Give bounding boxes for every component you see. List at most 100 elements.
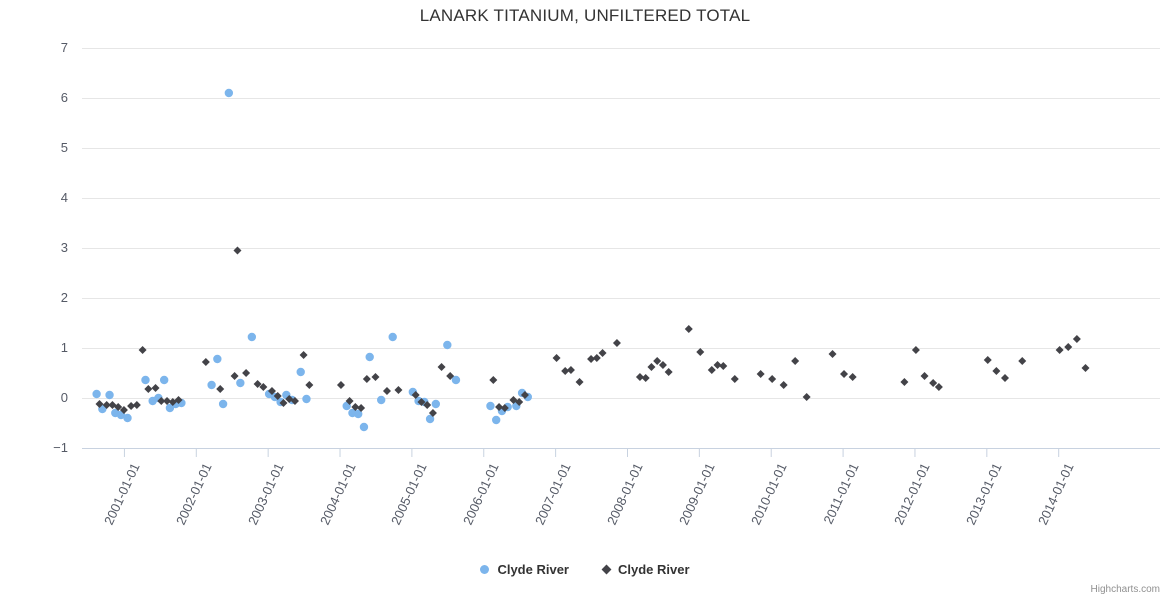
data-point[interactable] bbox=[491, 415, 501, 425]
data-point[interactable] bbox=[451, 375, 461, 385]
data-point[interactable] bbox=[730, 375, 739, 383]
data-point[interactable] bbox=[437, 363, 446, 371]
data-point[interactable] bbox=[299, 351, 308, 359]
data-point[interactable] bbox=[828, 350, 837, 358]
data-point[interactable] bbox=[296, 367, 305, 377]
data-point[interactable] bbox=[362, 375, 371, 383]
data-point[interactable] bbox=[489, 376, 498, 384]
data-point[interactable] bbox=[159, 375, 169, 385]
data-point[interactable] bbox=[92, 389, 101, 399]
data-point[interactable] bbox=[138, 346, 147, 354]
data-point[interactable] bbox=[236, 378, 245, 388]
data-point[interactable] bbox=[1055, 346, 1064, 354]
data-point[interactable] bbox=[515, 398, 524, 406]
data-point[interactable] bbox=[114, 403, 123, 411]
data-point[interactable] bbox=[696, 348, 705, 356]
data-point[interactable] bbox=[1064, 343, 1073, 351]
data-point[interactable] bbox=[431, 399, 441, 409]
data-point[interactable] bbox=[713, 361, 722, 369]
data-point[interactable] bbox=[302, 394, 311, 404]
data-point[interactable] bbox=[207, 380, 216, 390]
data-point[interactable] bbox=[174, 396, 183, 404]
data-point[interactable] bbox=[495, 403, 504, 411]
data-point[interactable] bbox=[592, 354, 601, 362]
data-point[interactable] bbox=[132, 401, 141, 409]
data-point[interactable] bbox=[934, 383, 943, 391]
data-point[interactable] bbox=[371, 373, 380, 381]
data-point[interactable] bbox=[768, 375, 777, 383]
data-point[interactable] bbox=[1081, 364, 1090, 372]
data-point[interactable] bbox=[242, 369, 251, 377]
data-point[interactable] bbox=[102, 401, 111, 409]
data-point[interactable] bbox=[394, 386, 403, 394]
data-point[interactable] bbox=[1018, 357, 1027, 365]
data-point[interactable] bbox=[351, 403, 360, 411]
data-point[interactable] bbox=[428, 409, 437, 417]
legend-item-0[interactable]: Clyde River bbox=[480, 562, 569, 577]
data-point[interactable] bbox=[520, 391, 529, 399]
data-point[interactable] bbox=[144, 385, 153, 393]
data-point[interactable] bbox=[911, 346, 920, 354]
data-point[interactable] bbox=[224, 88, 234, 98]
data-point[interactable] bbox=[377, 395, 386, 405]
data-point[interactable] bbox=[719, 362, 728, 370]
data-point[interactable] bbox=[119, 406, 128, 414]
data-point[interactable] bbox=[423, 401, 432, 409]
data-point[interactable] bbox=[443, 340, 452, 350]
data-point[interactable] bbox=[566, 366, 575, 374]
data-point[interactable] bbox=[598, 349, 607, 357]
data-point[interactable] bbox=[779, 381, 788, 389]
data-point[interactable] bbox=[647, 363, 656, 371]
data-point[interactable] bbox=[425, 414, 435, 424]
legend-item-1[interactable]: Clyde River bbox=[601, 562, 690, 577]
data-point[interactable] bbox=[446, 372, 455, 380]
data-point[interactable] bbox=[95, 400, 104, 408]
data-point[interactable] bbox=[357, 404, 366, 412]
data-point[interactable] bbox=[230, 372, 239, 380]
data-point[interactable] bbox=[151, 384, 160, 392]
data-point[interactable] bbox=[290, 397, 299, 405]
data-point[interactable] bbox=[127, 402, 136, 410]
data-point[interactable] bbox=[561, 367, 570, 375]
data-point[interactable] bbox=[1001, 374, 1010, 382]
data-point[interactable] bbox=[163, 397, 172, 405]
data-point[interactable] bbox=[253, 380, 262, 388]
data-point[interactable] bbox=[983, 356, 992, 364]
data-point[interactable] bbox=[802, 393, 811, 401]
data-point[interactable] bbox=[791, 357, 800, 365]
data-point[interactable] bbox=[247, 332, 257, 342]
data-point[interactable] bbox=[365, 352, 374, 362]
data-point[interactable] bbox=[992, 367, 1001, 375]
data-point[interactable] bbox=[756, 370, 765, 378]
data-point[interactable] bbox=[920, 372, 929, 380]
data-point[interactable] bbox=[848, 373, 857, 381]
data-point[interactable] bbox=[684, 325, 693, 333]
data-point[interactable] bbox=[305, 381, 314, 389]
data-point[interactable] bbox=[587, 355, 596, 363]
data-point[interactable] bbox=[141, 375, 150, 385]
data-point[interactable] bbox=[279, 399, 288, 407]
data-point[interactable] bbox=[658, 361, 667, 369]
data-point[interactable] bbox=[417, 398, 426, 406]
data-point[interactable] bbox=[382, 387, 391, 395]
data-point[interactable] bbox=[664, 368, 673, 376]
data-point[interactable] bbox=[612, 339, 621, 347]
data-point[interactable] bbox=[500, 404, 509, 412]
data-point[interactable] bbox=[900, 378, 909, 386]
data-point[interactable] bbox=[267, 387, 276, 395]
data-point[interactable] bbox=[216, 385, 225, 393]
data-point[interactable] bbox=[552, 354, 561, 362]
data-point[interactable] bbox=[929, 379, 938, 387]
data-point[interactable] bbox=[213, 354, 222, 364]
data-point[interactable] bbox=[641, 374, 650, 382]
data-point[interactable] bbox=[575, 378, 584, 386]
data-point[interactable] bbox=[157, 397, 166, 405]
data-point[interactable] bbox=[653, 357, 662, 365]
data-point[interactable] bbox=[354, 409, 363, 419]
data-point[interactable] bbox=[707, 366, 716, 374]
data-point[interactable] bbox=[345, 397, 354, 405]
data-point[interactable] bbox=[218, 399, 228, 409]
data-point[interactable] bbox=[233, 246, 242, 255]
data-point[interactable] bbox=[635, 373, 644, 381]
data-point[interactable] bbox=[840, 370, 849, 378]
